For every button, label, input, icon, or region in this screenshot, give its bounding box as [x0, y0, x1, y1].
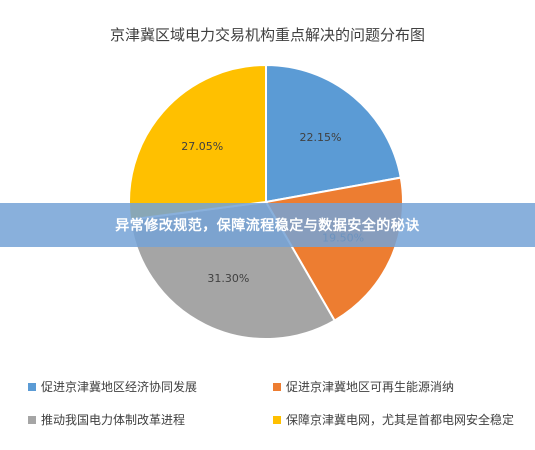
legend-item: 推动我国电力体制改革进程 [28, 411, 185, 428]
legend: 促进京津冀地区经济协同发展 促进京津冀地区可再生能源消纳 推动我国电力体制改革进… [0, 370, 535, 440]
data-label: 27.05% [181, 140, 223, 153]
data-label: 22.15% [299, 131, 341, 144]
legend-swatch [273, 382, 281, 391]
banner-text: 异常修改规范，保障流程稳定与数据安全的秘诀 [115, 218, 420, 234]
legend-label: 促进京津冀地区经济协同发展 [41, 380, 198, 394]
legend-swatch [28, 415, 36, 424]
legend-swatch [28, 382, 36, 391]
pie-slice [265, 63, 402, 204]
pie-chart: 22.15%19.50%31.30%27.05% [128, 63, 404, 340]
chart-title: 京津冀区域电力交易机构重点解决的问题分布图 [109, 26, 425, 44]
overlay-banner: 异常修改规范，保障流程稳定与数据安全的秘诀 [0, 203, 535, 247]
data-label: 31.30% [207, 272, 249, 285]
legend-label: 推动我国电力体制改革进程 [41, 413, 186, 427]
legend-item: 促进京津冀地区经济协同发展 [28, 378, 197, 395]
legend-item: 促进京津冀地区可再生能源消纳 [273, 378, 454, 395]
legend-label: 保障京津冀电网，尤其是首都电网安全稳定 [286, 413, 515, 427]
legend-swatch [273, 415, 281, 424]
legend-item: 保障京津冀电网，尤其是首都电网安全稳定 [273, 411, 514, 428]
legend-label: 促进京津冀地区可再生能源消纳 [286, 380, 455, 394]
pie-slice [128, 63, 267, 221]
